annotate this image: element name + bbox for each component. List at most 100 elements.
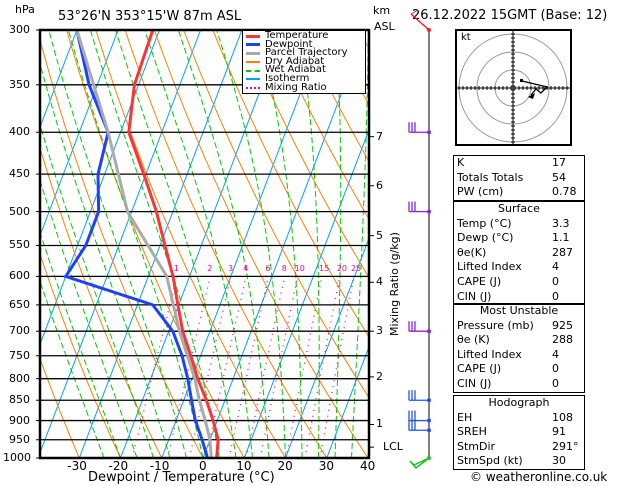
wet-adiabat-line bbox=[334, 30, 342, 458]
pressure-unit: hPa bbox=[15, 3, 35, 16]
index-value: 30 bbox=[552, 454, 566, 468]
pressure-tick-label: 550 bbox=[9, 238, 30, 252]
legend-item: Dewpoint bbox=[243, 38, 365, 50]
indices-table: K 17 Totals Totals 54 PW (cm) 0.78 bbox=[453, 155, 585, 201]
isotherm-line bbox=[40, 30, 78, 129]
index-row: θe (K) 288 bbox=[454, 333, 584, 348]
profile-parcel-trajectory bbox=[75, 30, 213, 458]
index-value: 925 bbox=[552, 318, 573, 332]
index-row: Lifted Index 4 bbox=[454, 348, 584, 363]
index-row: Dewp (°C) 1.1 bbox=[454, 231, 584, 246]
index-label: CIN (J) bbox=[457, 289, 492, 303]
index-row: SREH 91 bbox=[454, 425, 584, 440]
index-value: 91 bbox=[552, 425, 566, 439]
mixing-ratio-label: 25 bbox=[350, 264, 362, 274]
index-value: 0.78 bbox=[552, 185, 577, 199]
index-value: 54 bbox=[552, 170, 566, 184]
index-value: 288 bbox=[552, 333, 573, 347]
section-title: Most Unstable bbox=[479, 304, 559, 317]
index-label: Temp (°C) bbox=[457, 216, 512, 230]
km-tick-label: 2 bbox=[376, 369, 383, 383]
index-row: CIN (J) 0 bbox=[454, 377, 584, 392]
legend-label: Temperature bbox=[265, 30, 329, 41]
section-title: Surface bbox=[498, 202, 540, 215]
legend-label: Parcel Trajectory bbox=[265, 47, 348, 59]
mixing-ratio-label: 15 bbox=[319, 264, 330, 274]
index-row: CAPE (J) 0 bbox=[454, 275, 584, 290]
pressure-tick-label: 950 bbox=[9, 432, 30, 446]
temperature-tick-label: 10 bbox=[236, 459, 252, 473]
mixing-ratio-label: 8 bbox=[281, 264, 287, 274]
wind-barb bbox=[409, 457, 430, 470]
plot-area bbox=[40, 30, 369, 458]
legend-swatch bbox=[246, 78, 260, 81]
temperature-tick-label: 0 bbox=[199, 459, 207, 473]
legend-swatch bbox=[246, 43, 260, 47]
pressure-tick-label: 350 bbox=[9, 77, 30, 91]
wet-adiabat-line bbox=[40, 61, 171, 458]
index-label: CAPE (J) bbox=[457, 274, 502, 288]
surface-table: Surface Temp (°C) 3.3 Dewp (°C) 1.1 θe(K) 287 L… bbox=[453, 201, 585, 306]
legend-swatch bbox=[246, 34, 260, 38]
pressure-tick-label: 700 bbox=[9, 324, 30, 338]
legend-swatch bbox=[246, 51, 260, 55]
mixing-ratio-label: 1 bbox=[173, 264, 179, 274]
index-row: Pressure (mb) 925 bbox=[454, 319, 584, 334]
isotherm-line bbox=[326, 345, 369, 458]
index-label: Lifted Index bbox=[457, 260, 522, 274]
index-value: 0 bbox=[552, 274, 559, 288]
x-axis-title: Dewpoint / Temperature (°C) bbox=[88, 470, 275, 485]
mixing-ratio-label: 2 bbox=[207, 264, 213, 274]
index-row: θe(K) 287 bbox=[454, 246, 584, 261]
profile-dewpoint bbox=[63, 30, 209, 458]
legend-item: Mixing Ratio bbox=[243, 81, 365, 93]
index-value: 17 bbox=[552, 156, 566, 169]
index-label: StmSpd (kt) bbox=[457, 454, 523, 468]
temperature-tick-label: 30 bbox=[318, 459, 335, 473]
temperature-tick-label: -20 bbox=[108, 459, 129, 473]
dry-adiabat-line bbox=[40, 357, 80, 458]
mixing-ratio-axis-title: Mixing Ratio (g/kg) bbox=[388, 232, 401, 336]
index-label: θe (K) bbox=[457, 333, 490, 347]
hodograph-unit: kt bbox=[461, 32, 471, 43]
index-row: CIN (J) 0 bbox=[454, 290, 584, 305]
hodograph-start-marker bbox=[520, 79, 523, 82]
pressure-tick-label: 400 bbox=[9, 125, 30, 139]
legend-label: Isotherm bbox=[265, 72, 310, 84]
mixing-ratio-label: 20 bbox=[336, 264, 348, 274]
isotherm-line bbox=[78, 30, 243, 458]
pressure-tick-label: 600 bbox=[9, 269, 30, 283]
temperature-tick-label: -30 bbox=[67, 459, 87, 473]
index-label: θe(K) bbox=[457, 245, 487, 259]
index-value: 287 bbox=[552, 245, 573, 259]
most-unstable-table: Most Unstable Pressure (mb) 925 θe (K) 288 Li… bbox=[453, 303, 585, 393]
index-value: 4 bbox=[552, 347, 559, 361]
index-value: 291° bbox=[552, 439, 579, 453]
pressure-tick-label: 1000 bbox=[3, 451, 31, 464]
dry-adiabat-line bbox=[124, 30, 328, 458]
hodograph-table: Hodograph EH 108 SREH 91 StmDir 291° StmSpd (kt… bbox=[453, 395, 585, 470]
km-tick-label: 3 bbox=[376, 324, 383, 338]
km-tick-label: 4 bbox=[376, 275, 383, 289]
index-label: CIN (J) bbox=[457, 376, 492, 390]
location-label: 53°26'N 353°15'W 87m ASL bbox=[58, 9, 242, 24]
index-label: SREH bbox=[457, 425, 487, 439]
index-value: 4 bbox=[552, 260, 559, 274]
legend-item: Wet Adiabat bbox=[243, 65, 365, 75]
isotherm-line bbox=[120, 30, 284, 458]
legend-label: Dewpoint bbox=[265, 38, 313, 50]
pressure-tick-label: 900 bbox=[9, 413, 30, 427]
mixing-ratio-line bbox=[319, 276, 355, 458]
index-row: CAPE (J) 0 bbox=[454, 362, 584, 377]
legend-label: Mixing Ratio bbox=[265, 81, 327, 93]
mixing-ratio-line bbox=[304, 276, 341, 458]
storm-motion-arrow bbox=[528, 93, 535, 99]
temperature-tick-label: -10 bbox=[149, 459, 170, 473]
mixing-ratio-label: 3 bbox=[227, 264, 234, 274]
dry-adiabat-line bbox=[241, 30, 369, 279]
wet-adiabat-line bbox=[67, 30, 204, 458]
index-value: 0 bbox=[552, 376, 559, 390]
isotherm-line bbox=[243, 128, 369, 458]
wind-barb-feather bbox=[410, 9, 419, 15]
